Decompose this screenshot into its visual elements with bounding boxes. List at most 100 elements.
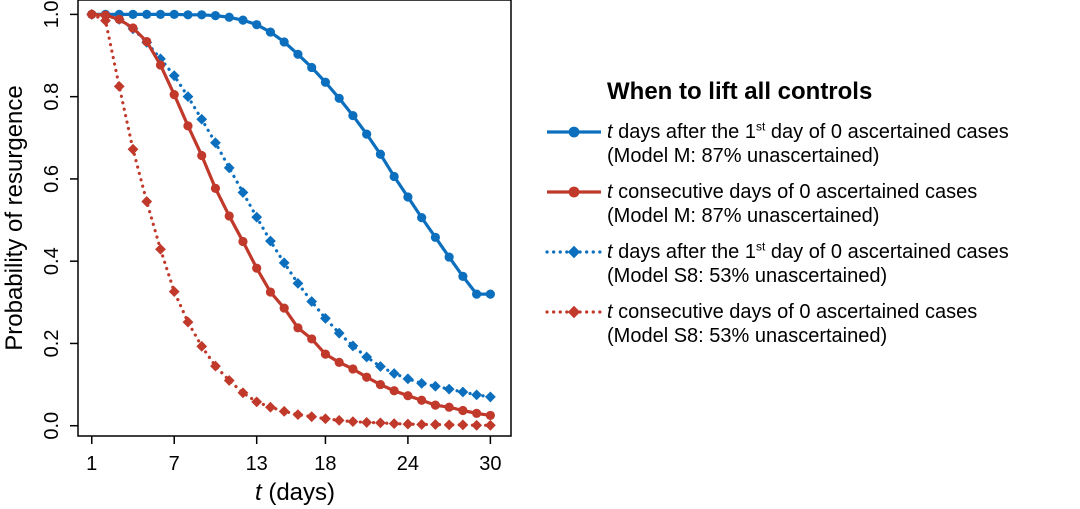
- data-point: [238, 236, 248, 247]
- data-point: [485, 410, 495, 421]
- data-point: [361, 351, 373, 363]
- data-point: [334, 93, 344, 103]
- legend-entry: t days after the 1st day of 0 ascertaine…: [545, 120, 1075, 168]
- data-point: [472, 408, 482, 418]
- data-point: [347, 340, 359, 352]
- data-point: [278, 257, 290, 269]
- data-point: [265, 287, 276, 297]
- legend-label-line1: t consecutive days of 0 ascertained case…: [607, 180, 977, 204]
- data-point: [155, 60, 166, 70]
- data-point: [251, 211, 263, 223]
- series-line: [90, 12, 492, 399]
- legend-entry: t consecutive days of 0 ascertained case…: [545, 300, 1075, 348]
- data-point: [388, 418, 400, 430]
- y-tick-label: 0.8: [41, 83, 63, 111]
- legend-swatch-marker: [567, 305, 581, 319]
- data-point: [306, 411, 318, 423]
- data-point: [100, 10, 111, 20]
- data-point: [457, 419, 469, 431]
- data-point: [238, 15, 248, 25]
- data-point: [128, 23, 138, 33]
- legend-label-superscript: st: [755, 239, 766, 254]
- x-axis-label: t (days): [255, 479, 335, 506]
- x-tick-label: 13: [246, 453, 268, 475]
- data-point: [210, 360, 221, 372]
- data-point: [375, 149, 386, 159]
- data-point: [182, 316, 194, 328]
- data-point: [361, 417, 373, 428]
- data-point: [402, 418, 414, 430]
- data-point: [251, 396, 263, 408]
- data-point: [265, 235, 276, 247]
- series-blue_solid: [87, 9, 495, 299]
- legend-label-line2: (Model S8: 53% unascertained): [607, 325, 888, 347]
- data-point: [182, 91, 194, 103]
- data-point: [278, 405, 290, 417]
- data-point: [155, 243, 166, 255]
- data-point: [347, 416, 359, 428]
- data-point: [183, 10, 193, 20]
- data-point: [210, 137, 221, 149]
- data-point: [457, 386, 469, 398]
- y-tick-label: 0.4: [41, 247, 63, 275]
- legend-label-text-tail: day of 0 ascertained cases: [765, 241, 1009, 263]
- legend-label-text: consecutive days of 0 ascertained cases: [612, 301, 978, 323]
- legend-swatch: [547, 126, 601, 138]
- legend-label-variable: t: [607, 301, 613, 323]
- legend-swatch: [545, 305, 603, 319]
- data-point: [223, 375, 235, 386]
- data-point: [348, 110, 358, 121]
- data-point: [430, 232, 440, 242]
- legend-swatch-marker: [568, 186, 580, 198]
- data-point: [265, 401, 276, 413]
- series-line: [91, 12, 491, 296]
- data-point: [443, 383, 455, 395]
- x-axis-label-variable: t: [255, 479, 263, 506]
- data-point: [306, 296, 318, 307]
- data-point: [375, 379, 386, 390]
- data-point: [320, 312, 331, 324]
- data-point: [484, 419, 496, 431]
- data-point: [293, 49, 303, 59]
- data-point: [252, 263, 262, 273]
- data-point: [210, 183, 221, 193]
- data-point: [237, 387, 249, 399]
- data-point: [416, 419, 428, 430]
- chart: 1 7 13 18 24 30 0.0 0.2 0.4 0.6 0.8 1.0 Probability…: [1, 0, 512, 506]
- data-point: [279, 303, 289, 313]
- data-point: [292, 278, 304, 289]
- series-red_solid: [87, 9, 495, 421]
- data-point: [485, 289, 495, 299]
- y-axis-label: Probability of resurgence: [1, 85, 28, 350]
- legend-entry: t consecutive days of 0 ascertained case…: [545, 180, 1075, 228]
- y-tick-label: 0.2: [41, 330, 63, 358]
- data-point: [265, 27, 276, 37]
- legend-label: t consecutive days of 0 ascertained case…: [607, 300, 977, 348]
- data-point: [429, 380, 441, 392]
- plot-frame: [77, 0, 512, 437]
- data-point: [334, 357, 344, 367]
- data-point: [484, 391, 496, 403]
- data-point: [197, 10, 207, 20]
- data-point: [252, 20, 262, 30]
- data-point: [333, 327, 345, 339]
- data-point: [183, 121, 193, 131]
- data-point: [444, 252, 454, 262]
- data-point: [458, 271, 468, 282]
- data-point: [224, 211, 234, 221]
- legend-label: t consecutive days of 0 ascertained case…: [607, 180, 977, 228]
- x-axis-label-unit: (days): [262, 479, 335, 506]
- legend-label-line2: (Model S8: 53% unascertained): [607, 265, 888, 287]
- legend-label-line2: (Model M: 87% unascertained): [607, 145, 880, 167]
- data-point: [444, 402, 454, 412]
- data-point: [458, 405, 468, 416]
- x-tick-label: 7: [169, 453, 180, 475]
- data-point: [443, 419, 455, 431]
- data-point: [237, 187, 249, 198]
- data-point: [307, 334, 317, 344]
- legend-entry: t days after the 1st day of 0 ascertaine…: [545, 240, 1075, 288]
- data-point: [223, 162, 235, 174]
- data-point: [389, 386, 399, 396]
- data-point: [210, 11, 221, 21]
- data-point: [128, 9, 138, 19]
